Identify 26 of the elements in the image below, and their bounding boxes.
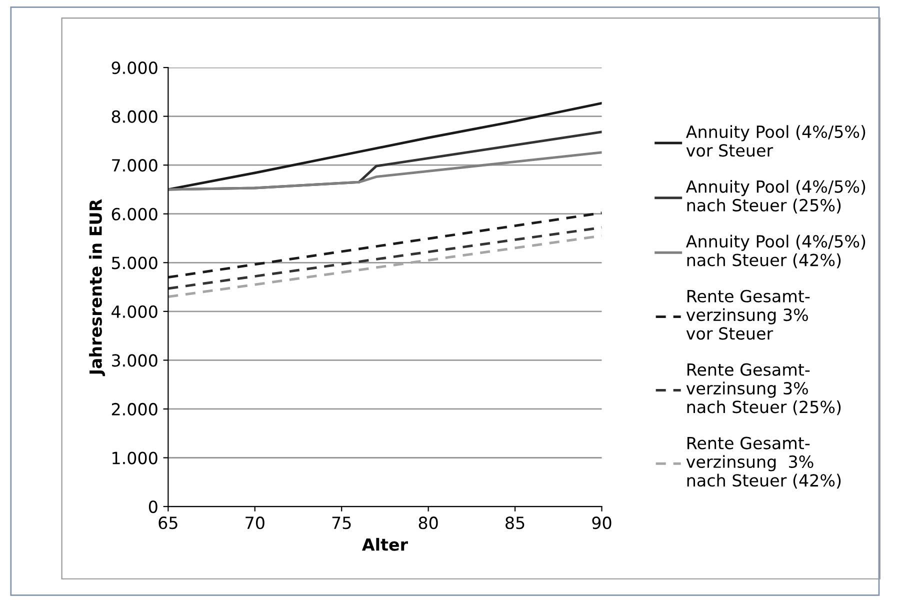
x-tick-label: 65 <box>158 516 178 530</box>
line-series <box>168 102 602 191</box>
y-tick-label: 6.000 <box>112 208 158 220</box>
legend-label: Rente Gesamt- verzinsung 3% nach Steuer (42%) <box>686 436 841 489</box>
legend-label: Rente Gesamt- verzinsung 3% vor Steuer <box>686 290 810 340</box>
x-tick-label: 90 <box>592 516 612 530</box>
y-tick-label: 0 <box>148 500 158 514</box>
x-tick-label: 85 <box>506 516 524 530</box>
y-tick-label: 4.000 <box>112 305 158 318</box>
x-tick-label: 75 <box>332 516 351 530</box>
y-tick-label: 7.000 <box>112 159 158 172</box>
legend-label: Annuity Pool (4%/5%) nach Steuer (42%) <box>686 234 866 268</box>
y-tick-label: 3.000 <box>112 354 158 367</box>
x-tick-label: 70 <box>246 516 264 530</box>
x-tick-label: 80 <box>418 516 438 530</box>
y-tick-label: 9.000 <box>112 62 158 74</box>
legend-label: Rente Gesamt- verzinsung 3% nach Steuer (25%) <box>686 363 841 416</box>
y-tick-label: 8.000 <box>112 110 158 123</box>
x-axis-title: Alter <box>362 538 408 551</box>
y-axis-title: Jahresrente in EUR <box>89 199 106 376</box>
line-series <box>168 151 602 191</box>
y-tick-label: 5.000 <box>112 256 158 270</box>
legend-label: Annuity Pool (4%/5%) vor Steuer <box>686 125 866 157</box>
y-tick-label: 1.000 <box>112 452 158 464</box>
y-tick-label: 2.000 <box>112 402 158 416</box>
legend-label: Annuity Pool (4%/5%) nach Steuer (25%) <box>686 180 866 214</box>
